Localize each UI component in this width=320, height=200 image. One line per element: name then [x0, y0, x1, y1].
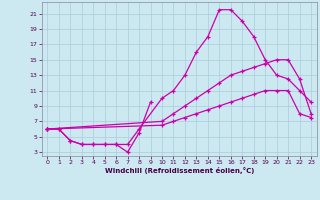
X-axis label: Windchill (Refroidissement éolien,°C): Windchill (Refroidissement éolien,°C) — [105, 167, 254, 174]
